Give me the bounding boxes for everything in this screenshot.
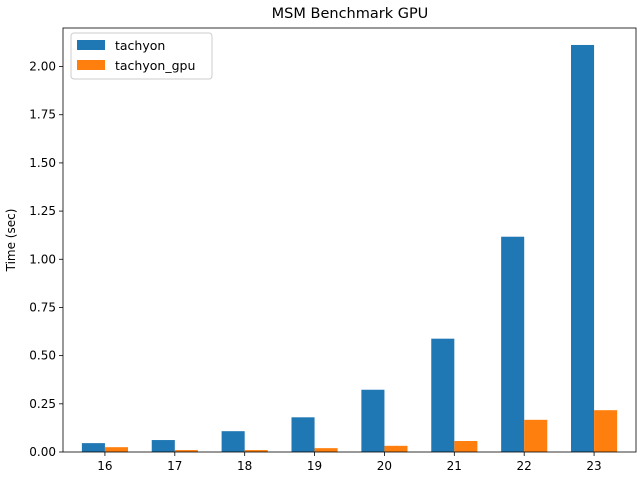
- y-tick-label: 1.50: [29, 156, 56, 170]
- bar-tachyon-gpu-22: [524, 419, 548, 452]
- bar-tachyon-21: [431, 338, 455, 452]
- bar-tachyon-gpu-19: [314, 448, 338, 452]
- bar-tachyon-gpu-21: [454, 441, 478, 452]
- axes-group: 0.00 0.25 0.50 0.75 1.00 1.25 1.50 1.75 2.00 16 17…: [29, 27, 637, 473]
- bars-group: [81, 44, 618, 453]
- x-tick-label: 23: [586, 459, 601, 473]
- bar-tachyon-gpu-20: [384, 445, 408, 452]
- x-tick-label: 22: [517, 459, 532, 473]
- y-tick-label: 0.00: [29, 445, 56, 459]
- legend: tachyon tachyon_gpu: [70, 32, 213, 80]
- bar-tachyon-20: [361, 389, 385, 452]
- bar-tachyon-22: [501, 236, 525, 452]
- y-tick-label: 0.50: [29, 349, 56, 363]
- plot-frame: [62, 27, 637, 453]
- bar-tachyon-gpu-16: [104, 447, 128, 452]
- x-tick-label: 17: [167, 459, 182, 473]
- x-tick-label: 18: [237, 459, 252, 473]
- bar-tachyon-19: [291, 417, 315, 452]
- y-tick-label: 2.00: [29, 60, 56, 74]
- y-tick-label: 1.25: [29, 204, 56, 218]
- bar-tachyon-16: [81, 443, 105, 452]
- x-tick-label: 20: [377, 459, 392, 473]
- bar-tachyon-18: [221, 431, 245, 452]
- bar-tachyon-gpu-18: [244, 450, 268, 452]
- legend-label-tachyon: tachyon: [115, 38, 165, 53]
- bar-tachyon-gpu-17: [174, 450, 198, 452]
- y-tick-label: 1.00: [29, 252, 56, 266]
- legend-swatch-tachyon-gpu: [77, 60, 105, 70]
- x-tick-label: 19: [307, 459, 322, 473]
- legend-label-tachyon-gpu: tachyon_gpu: [115, 58, 195, 73]
- bar-tachyon-17: [151, 440, 175, 452]
- chart-title: MSM Benchmark GPU: [272, 6, 429, 22]
- x-tick-label: 16: [97, 459, 112, 473]
- y-tick-label: 1.75: [29, 108, 56, 122]
- bar-tachyon-23: [571, 44, 595, 453]
- x-tick-label: 21: [447, 459, 462, 473]
- y-tick-label: 0.75: [29, 300, 56, 314]
- y-axis-label: Time (sec): [4, 209, 18, 273]
- y-tick-label: 0.25: [29, 397, 56, 411]
- legend-box: [70, 32, 213, 80]
- bar-tachyon-gpu-23: [594, 410, 618, 452]
- legend-swatch-tachyon: [77, 40, 105, 50]
